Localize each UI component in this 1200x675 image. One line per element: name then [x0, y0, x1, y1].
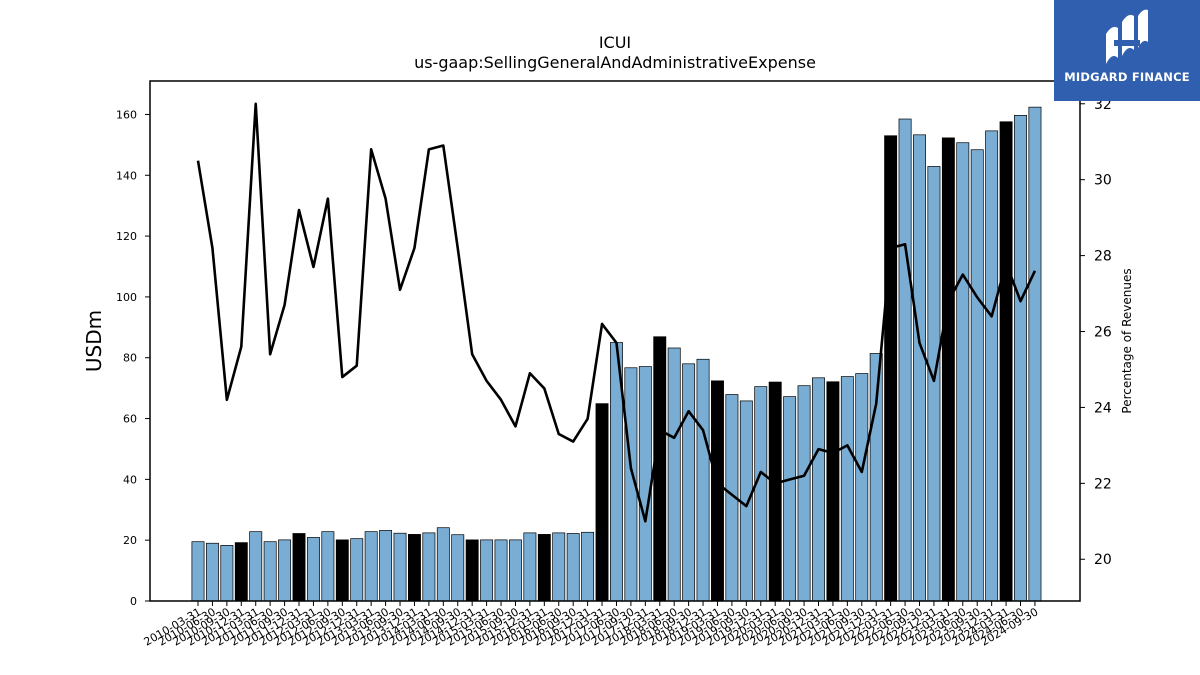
chart-title: ICUI — [599, 33, 631, 52]
bar-2018-03-31 — [653, 336, 667, 602]
y-tick-label: 60 — [123, 413, 137, 426]
bar-2016-09-30 — [566, 533, 580, 602]
y2-tick-label: 24 — [1094, 400, 1112, 416]
y-tick-label: 140 — [116, 169, 137, 182]
logo-text: MIDGARD FINANCE — [1064, 70, 1190, 84]
bar-2018-06-30 — [667, 347, 681, 602]
bar-2019-12-31 — [754, 386, 768, 602]
y-ticks: 0 20 40 60 80 100 120 140 160 — [116, 108, 150, 608]
y2-tick-label: 28 — [1094, 249, 1112, 265]
bar-2022-12-31 — [927, 166, 941, 602]
midgard-logo-icon — [1106, 9, 1148, 64]
y-axis-label: USDm — [82, 310, 106, 372]
y-tick-label: 20 — [123, 534, 137, 547]
y-tick-label: 120 — [116, 230, 137, 243]
bar-2014-12-31 — [465, 539, 479, 602]
y-tick-label: 80 — [123, 352, 137, 365]
bar-2019-09-30 — [739, 400, 753, 602]
bar-2024-03-31 — [999, 121, 1013, 602]
bar-2023-03-31 — [941, 137, 955, 602]
x-ticks: 2010-03-312010-06-302010-09-302010-12-31… — [142, 601, 1040, 649]
bar-2019-03-31 — [711, 380, 724, 602]
bar-2012-06-30 — [321, 531, 335, 602]
plot-frame — [149, 80, 1081, 602]
bar-2020-03-31 — [768, 381, 782, 602]
bar-2015-03-31 — [480, 539, 494, 602]
bar-2010-06-30 — [205, 542, 219, 602]
percentage-of-revenues-line — [196, 102, 1037, 523]
y-tick-label: 0 — [130, 595, 137, 608]
bar-2013-03-31 — [364, 531, 378, 602]
bar-2016-03-31 — [537, 534, 551, 602]
bar-2010-03-31 — [191, 541, 205, 602]
y2-tick-label: 26 — [1094, 325, 1112, 341]
bar-2024-09-30 — [1028, 106, 1042, 602]
chart-subtitle: us-gaap:SellingGeneralAndAdministrativeE… — [414, 53, 816, 72]
y-tick-label: 100 — [116, 291, 137, 304]
bar-2015-09-30 — [509, 539, 522, 602]
midgard-finance-logo: MIDGARD FINANCE — [1054, 0, 1200, 101]
bar-2016-06-30 — [552, 532, 566, 602]
y2-tick-label: 20 — [1094, 552, 1112, 568]
bar-2012-09-30 — [335, 539, 349, 602]
bar-2014-03-31 — [422, 532, 436, 602]
bar-2016-12-31 — [581, 531, 595, 602]
y2-tick-label: 30 — [1094, 173, 1112, 189]
bar-2011-12-31 — [292, 533, 306, 602]
bar-2021-03-31 — [826, 381, 840, 602]
bar-2011-03-31 — [249, 531, 263, 602]
bar-2023-09-30 — [970, 149, 984, 602]
line-series — [196, 102, 1037, 523]
bar-2017-12-31 — [638, 366, 652, 602]
axes — [149, 80, 1081, 602]
bar-2011-09-30 — [278, 539, 292, 602]
bar-2013-06-30 — [379, 530, 393, 602]
y-tick-label: 40 — [123, 473, 137, 486]
bar-2015-12-31 — [523, 532, 537, 602]
bar-2020-12-31 — [812, 377, 825, 602]
y2-axis-label: Percentage of Revenues — [1120, 268, 1134, 413]
bar-2018-12-31 — [696, 358, 710, 602]
bar-2021-06-30 — [840, 376, 854, 602]
bar-2010-09-30 — [220, 544, 234, 602]
bar-2014-06-30 — [436, 527, 450, 602]
bar-2015-06-30 — [494, 539, 508, 602]
bar-2013-12-31 — [408, 534, 421, 602]
bar-2020-09-30 — [797, 385, 811, 602]
y2-tick-label: 22 — [1094, 476, 1112, 492]
bar-2022-09-30 — [913, 134, 926, 602]
bar-2023-06-30 — [956, 142, 970, 602]
bar-2020-06-30 — [783, 396, 797, 602]
bar-2021-09-30 — [855, 373, 869, 602]
bar-2023-12-31 — [985, 130, 999, 602]
bar-2014-09-30 — [451, 534, 465, 602]
bar-2012-12-31 — [350, 538, 364, 602]
bar-2024-06-30 — [1014, 115, 1027, 602]
bar-2018-09-30 — [682, 363, 696, 602]
bar-2011-06-30 — [263, 541, 277, 602]
bar-2012-03-31 — [306, 537, 320, 602]
y-tick-label: 160 — [116, 108, 137, 121]
bar-2017-03-31 — [595, 403, 609, 602]
bar-2010-12-31 — [234, 542, 248, 602]
bar-2022-06-30 — [898, 118, 912, 602]
bar-2022-03-31 — [884, 135, 898, 602]
bar-2013-09-30 — [393, 532, 407, 602]
